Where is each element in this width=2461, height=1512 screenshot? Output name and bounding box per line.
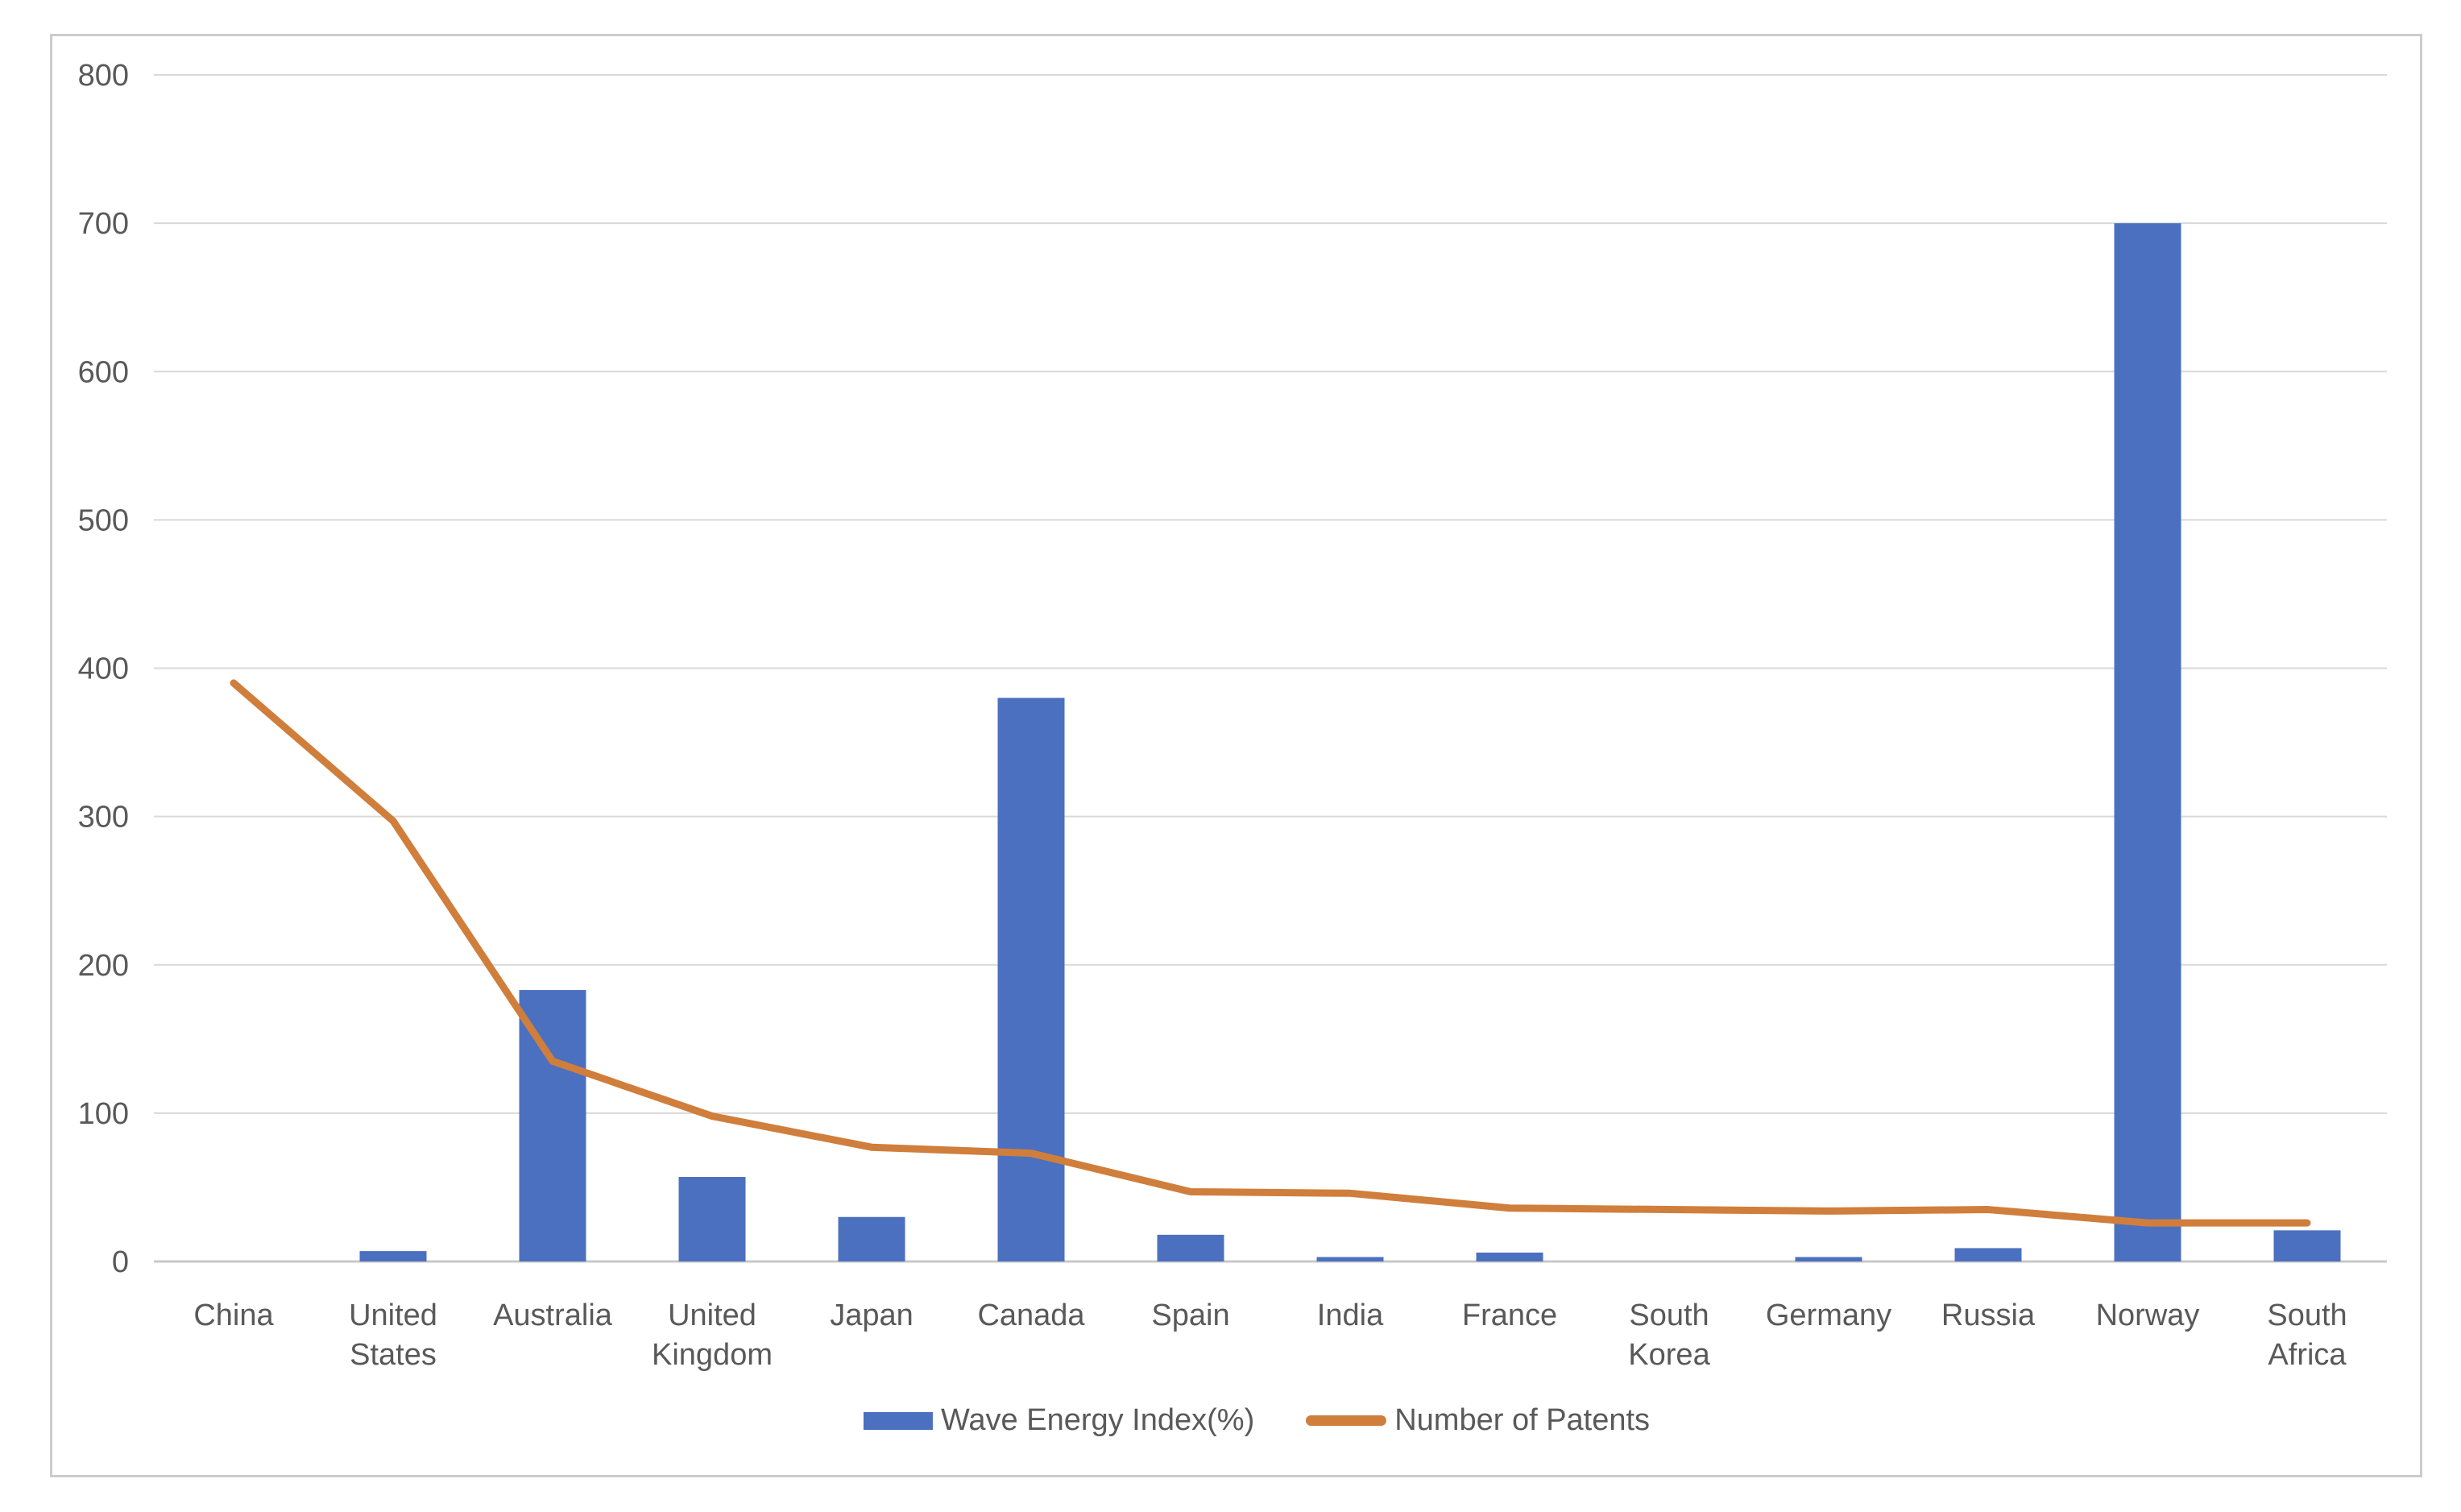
y-tick-label-700: 700	[78, 207, 129, 241]
x-label-france: France	[1462, 1299, 1557, 1332]
bar-india	[1316, 1257, 1384, 1261]
x-label-japan: Japan	[830, 1299, 914, 1332]
x-label-united-states: United States	[349, 1299, 437, 1372]
x-label-south-korea: South Korea	[1628, 1299, 1710, 1372]
bar-germany	[1795, 1257, 1862, 1261]
chart-frame	[50, 34, 2422, 1477]
x-label-spain: Spain	[1151, 1299, 1229, 1332]
y-tick-label-500: 500	[78, 503, 129, 537]
y-tick-label-100: 100	[78, 1097, 129, 1131]
x-label-russia: Russia	[1941, 1299, 2036, 1332]
legend-bar-swatch	[863, 1411, 933, 1430]
bar-united-kingdom	[678, 1177, 746, 1261]
x-label-china: China	[193, 1299, 274, 1332]
y-tick-label-0: 0	[112, 1245, 129, 1279]
bar-canada	[997, 698, 1065, 1261]
y-tick-label-300: 300	[78, 801, 129, 835]
legend-item-number-of-patents: Number of Patents	[1306, 1403, 1650, 1438]
x-label-australia: Australia	[493, 1299, 613, 1332]
x-label-india: India	[1317, 1299, 1384, 1332]
legend-label-wave-energy-index: Wave Energy Index(%)	[940, 1403, 1255, 1437]
y-tick-label-600: 600	[78, 355, 129, 389]
y-tick-label-200: 200	[78, 949, 129, 983]
x-label-germany: Germany	[1766, 1299, 1891, 1332]
bar-spain	[1157, 1234, 1224, 1261]
bar-japan	[838, 1216, 905, 1261]
y-tick-label-400: 400	[78, 652, 129, 686]
bar-france	[1476, 1252, 1543, 1261]
bar-australia	[519, 990, 586, 1261]
x-label-south-africa: South Africa	[2267, 1299, 2347, 1372]
legend-item-wave-energy-index: Wave Energy Index(%)	[863, 1403, 1255, 1438]
x-label-united-kingdom: United Kingdom	[652, 1299, 773, 1372]
x-label-canada: Canada	[977, 1299, 1085, 1332]
bar-united-states	[359, 1251, 427, 1261]
legend-line-swatch	[1306, 1415, 1387, 1426]
bar-russia	[1954, 1248, 2022, 1261]
bar-south-africa	[2273, 1230, 2341, 1261]
x-label-norway: Norway	[2096, 1299, 2200, 1332]
bar-norway	[2114, 223, 2181, 1261]
y-tick-label-800: 800	[78, 59, 129, 93]
legend: Wave Energy Index(%) Number of Patents	[863, 1403, 1650, 1438]
number-of-patents-line	[230, 679, 2311, 1227]
legend-label-number-of-patents: Number of Patents	[1394, 1403, 1651, 1437]
